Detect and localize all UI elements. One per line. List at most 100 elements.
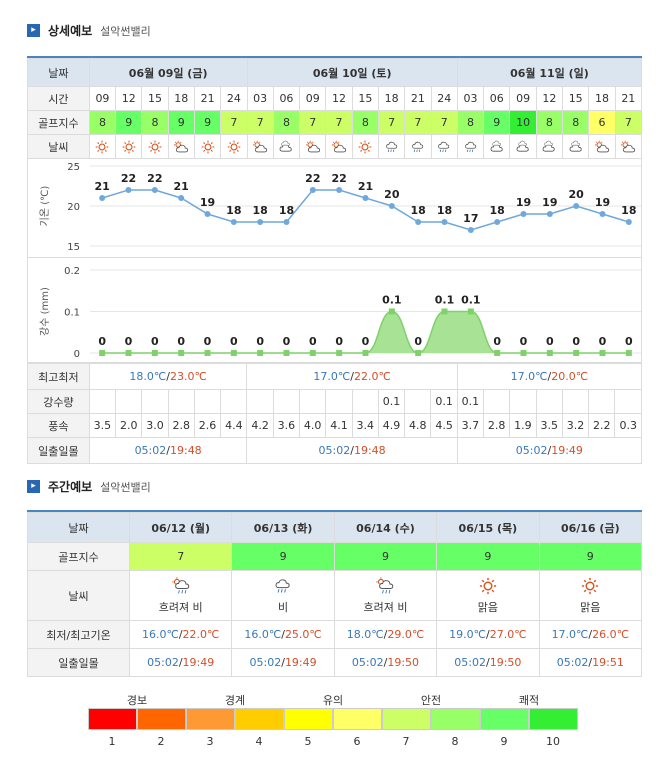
detail-title: 상세예보 [48, 24, 93, 38]
temperature-chart: 25 20 15 기온 (℃) 21 22 22 21 19 18 18 18 22 22 21 20 18 18… [39, 162, 641, 253]
time-cell: 24 [220, 86, 248, 111]
weekly-weather-cell: 흐려져 비 [128, 570, 233, 621]
rain-cell [482, 389, 511, 414]
rain-point [283, 350, 290, 356]
weekly-weather-row: 날씨 흐려져 비 비 흐려져 비 맑음 맑음 [27, 570, 643, 621]
rain-cell: 0.1 [456, 389, 485, 414]
weather-row: 날씨 [27, 134, 643, 159]
weekly-table: 날짜 06/12 (월) 06/13 (화) 06/14 (수) 06/15 (목) 06… [27, 512, 643, 677]
legend-number: 3 [206, 735, 214, 748]
weekly-date-cell: 06/12 (월) [128, 512, 233, 543]
sun-icon [88, 134, 117, 159]
sun-cloud-icon [614, 134, 643, 159]
cloud-icon [509, 134, 537, 159]
wind-cell: 3.5 [88, 413, 117, 438]
weekly-date-row: 날짜 06/12 (월) 06/13 (화) 06/14 (수) 06/15 (목) 06… [27, 512, 643, 543]
wind-cell: 4.5 [430, 413, 458, 438]
temp-point [309, 187, 316, 193]
rain-point [467, 308, 474, 315]
rain-data-label: 0 [283, 335, 291, 348]
legend-swatch [382, 708, 431, 730]
legend-swatch [284, 708, 333, 730]
weekly-minmax-cell: 18.0℃/29.0℃ [333, 620, 438, 649]
rain-point [388, 308, 395, 315]
weekly-weather-label: 날씨 [27, 570, 130, 621]
rain-data-label: 0 [256, 335, 264, 348]
rain-data-label: 0 [546, 335, 554, 348]
rain-point [415, 350, 422, 356]
legend-swatch [88, 708, 137, 730]
cloud-icon [562, 134, 590, 159]
rain-data-label: 0 [625, 335, 633, 348]
legend-number: 2 [157, 735, 165, 748]
rain-point [546, 350, 553, 356]
sun-cloud-icon [588, 134, 616, 159]
rain-cell [509, 389, 537, 414]
temp-point [546, 211, 553, 217]
legend-group: 유의 [322, 694, 344, 707]
legend-swatch [480, 708, 529, 730]
weekly-minmax-label: 최저/최고기온 [27, 620, 130, 649]
wind-cell: 3.7 [456, 413, 485, 438]
golf-cell: 9 [167, 110, 195, 135]
time-cell: 12 [115, 86, 143, 111]
temp-data-label: 20 [384, 188, 400, 201]
wind-cell: 2.2 [588, 413, 616, 438]
weather-desc: 비 [278, 600, 289, 614]
legend-swatch [186, 708, 235, 730]
weekly-golf-label: 골프지수 [27, 542, 130, 571]
wind-cell: 1.9 [509, 413, 537, 438]
rain-point [178, 350, 185, 356]
sun-cloud-icon [325, 134, 353, 159]
legend-number: 4 [255, 735, 263, 748]
rain-data-label: 0.1 [435, 294, 455, 307]
golf-cell: 8 [272, 110, 301, 135]
wind-cell: 3.4 [351, 413, 379, 438]
time-cell: 21 [614, 86, 643, 111]
cloud-icon [483, 134, 511, 159]
rain-cell [535, 389, 563, 414]
rain-cell [299, 389, 327, 414]
weekly-weather-cell: 맑음 [436, 570, 540, 621]
date-cell: 06월 09일 (금) [88, 58, 248, 87]
rain-data-label: 0 [98, 335, 106, 348]
weekly-minmax-row: 최저/최고기온 16.0℃/22.0℃ 16.0℃/25.0℃ 18.0℃/29.0℃… [27, 620, 643, 649]
rain-row: 강수량 0.1 0.1 0.1 [27, 389, 642, 414]
sun-icon [115, 134, 143, 159]
legend-group: 쾌적 [518, 694, 540, 707]
golf-cell: 8 [351, 110, 379, 135]
golf-index-legend [88, 708, 578, 730]
rain-tick-label: 0.1 [64, 308, 80, 319]
wind-cell: 2.6 [193, 413, 222, 438]
rain-data-label: 0 [599, 335, 607, 348]
rain-point [230, 350, 237, 356]
temp-data-label: 22 [121, 172, 136, 185]
rain-data-label: 0.1 [461, 294, 481, 307]
minmax-label: 최고최저 [27, 363, 90, 390]
temp-axis-label: 기온 (℃) [39, 186, 51, 227]
wind-cell: 0.3 [614, 413, 642, 438]
temp-tick-label: 15 [67, 242, 80, 253]
time-cell: 21 [193, 86, 222, 111]
weather-desc: 맑음 [580, 600, 601, 614]
date-cell: 06월 10일 (토) [246, 58, 458, 87]
temp-data-label: 17 [463, 212, 478, 225]
temp-point [178, 195, 185, 201]
wind-cell: 4.9 [377, 413, 406, 438]
detail-section-title: ▸ 상세예보 설악썬밸리 [27, 22, 151, 39]
weather-desc: 흐려져 비 [363, 600, 408, 614]
rain-cell [588, 389, 616, 414]
time-cell: 18 [167, 86, 195, 111]
wind-cell: 4.8 [404, 413, 432, 438]
rain-cell [167, 389, 195, 414]
legend-group-labels: 경보 경계 유의 안전 쾌적 [88, 692, 578, 707]
golf-cell: 9 [115, 110, 143, 135]
temp-point [625, 219, 632, 225]
temp-point [257, 219, 264, 225]
detail-location: 설악썬밸리 [100, 24, 151, 38]
temp-point [573, 203, 580, 209]
sun-cloud-icon [167, 134, 195, 159]
rain-cloud-icon [377, 134, 406, 159]
rain-cell [220, 389, 248, 414]
temp-point [494, 219, 501, 225]
